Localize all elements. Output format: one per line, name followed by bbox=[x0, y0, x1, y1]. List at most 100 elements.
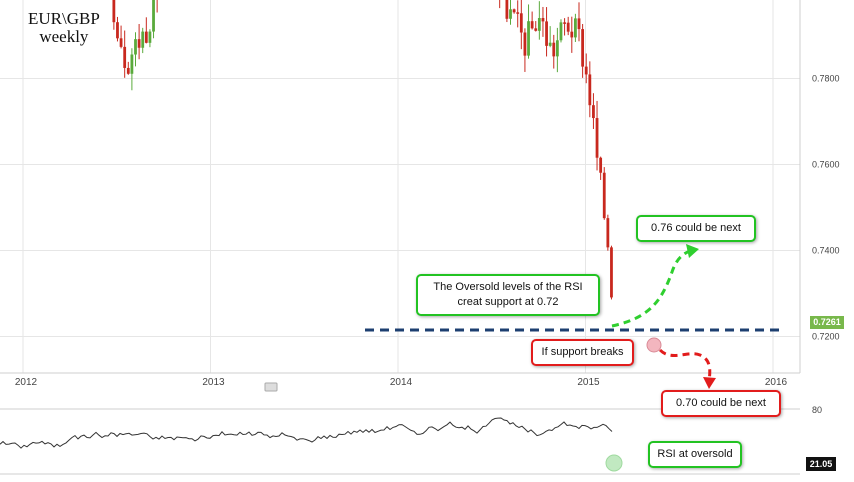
upside-arrow bbox=[611, 249, 691, 328]
candle bbox=[152, 0, 155, 39]
grid-lines bbox=[0, 0, 801, 392]
candle-body bbox=[577, 18, 581, 30]
candle bbox=[545, 7, 548, 57]
title-line-1: EUR\GBP bbox=[28, 9, 100, 28]
title-line-2: weekly bbox=[39, 27, 89, 46]
x-tick-label: 2013 bbox=[202, 377, 225, 388]
candle-body bbox=[137, 39, 141, 48]
candle bbox=[530, 11, 534, 30]
candle bbox=[156, 0, 158, 13]
candle-body bbox=[606, 218, 610, 248]
upside-target-callout: 0.76 could be next bbox=[636, 215, 756, 242]
candle bbox=[552, 34, 556, 69]
candle bbox=[148, 29, 152, 48]
candle bbox=[509, 0, 512, 25]
candle-body bbox=[130, 54, 134, 74]
candle-body bbox=[119, 38, 123, 47]
x-tick-label: 2014 bbox=[390, 377, 413, 388]
candle-body bbox=[512, 9, 516, 13]
candle bbox=[581, 23, 585, 78]
candle-body bbox=[144, 31, 148, 43]
candle-body bbox=[555, 40, 559, 57]
candle-body bbox=[534, 28, 538, 31]
candle bbox=[519, 0, 523, 50]
candle-body bbox=[537, 18, 541, 31]
candle bbox=[512, 8, 516, 14]
candle bbox=[116, 16, 119, 42]
candle bbox=[141, 27, 145, 54]
rsi-value-badge: 21.05 bbox=[806, 457, 836, 471]
y-axis-ticks: 0.86000.84000.82000.80000.78000.76000.74… bbox=[812, 74, 840, 342]
rsi-axis-label: 80 bbox=[812, 405, 822, 415]
candle bbox=[559, 19, 563, 43]
candle bbox=[574, 13, 577, 42]
rsi-line bbox=[0, 417, 613, 449]
candle bbox=[126, 61, 130, 75]
x-tick-label: 2012 bbox=[15, 377, 38, 388]
candle bbox=[584, 53, 588, 84]
downside-target-callout: 0.70 could be next bbox=[661, 390, 781, 417]
candle-body bbox=[505, 0, 509, 19]
candle-body bbox=[566, 22, 570, 32]
candle-body bbox=[559, 22, 563, 41]
y-tick-label: 0.7800 bbox=[812, 74, 840, 84]
chart-title: EUR\GBP weekly bbox=[28, 10, 100, 46]
candle-body bbox=[148, 31, 152, 43]
candle bbox=[566, 16, 570, 36]
candle-body bbox=[574, 18, 577, 38]
candle bbox=[563, 18, 566, 36]
candle-body bbox=[126, 67, 130, 74]
candle bbox=[541, 6, 545, 37]
annotation-overlays bbox=[365, 244, 780, 389]
candle bbox=[595, 100, 599, 171]
candle-body bbox=[595, 118, 599, 158]
candle-body bbox=[592, 105, 595, 119]
rsi-oversold-callout: RSI at oversold bbox=[648, 441, 742, 468]
candle-body bbox=[610, 247, 613, 298]
upside-arrowhead bbox=[686, 244, 699, 258]
candle-body bbox=[516, 12, 520, 14]
candle-body bbox=[134, 39, 137, 55]
candle bbox=[606, 214, 610, 251]
candle-body bbox=[123, 46, 127, 68]
candle bbox=[137, 24, 141, 60]
candle-body bbox=[509, 9, 512, 19]
oversold-callout: The Oversold levels of the RSI creat sup… bbox=[416, 274, 600, 316]
x-tick-label: 2015 bbox=[577, 377, 600, 388]
support-break-marker bbox=[646, 337, 662, 353]
candle bbox=[555, 27, 559, 73]
candle bbox=[599, 156, 603, 180]
candle bbox=[516, 0, 520, 28]
x-axis-ticks: 2012 2013 2014 2015 2016 bbox=[15, 377, 788, 388]
candle-body bbox=[548, 42, 552, 46]
candle-body bbox=[116, 22, 119, 39]
candle-body bbox=[541, 18, 545, 22]
candle bbox=[534, 21, 538, 32]
scroll-handle bbox=[264, 382, 278, 392]
x-tick-label: 2016 bbox=[765, 377, 788, 388]
candle-body bbox=[599, 157, 603, 173]
candle-body bbox=[584, 66, 588, 75]
candle-body bbox=[112, 0, 116, 23]
candle bbox=[123, 30, 127, 78]
candle-body bbox=[530, 21, 534, 29]
y-tick-label: 0.7400 bbox=[812, 246, 840, 256]
candle-body bbox=[519, 13, 523, 33]
candle bbox=[523, 28, 527, 72]
candle-body bbox=[581, 29, 585, 67]
candle bbox=[537, 1, 541, 40]
candle-body bbox=[563, 22, 566, 24]
candle-body bbox=[152, 0, 155, 32]
candle bbox=[548, 26, 552, 48]
rsi-panel: 80 bbox=[0, 405, 822, 475]
candle bbox=[130, 48, 134, 91]
downside-arrowhead bbox=[703, 377, 716, 389]
candle bbox=[112, 0, 116, 30]
candle bbox=[570, 16, 574, 53]
candle bbox=[144, 17, 148, 44]
candle-body bbox=[552, 42, 556, 57]
candle-body bbox=[141, 31, 145, 48]
candle bbox=[592, 93, 595, 129]
